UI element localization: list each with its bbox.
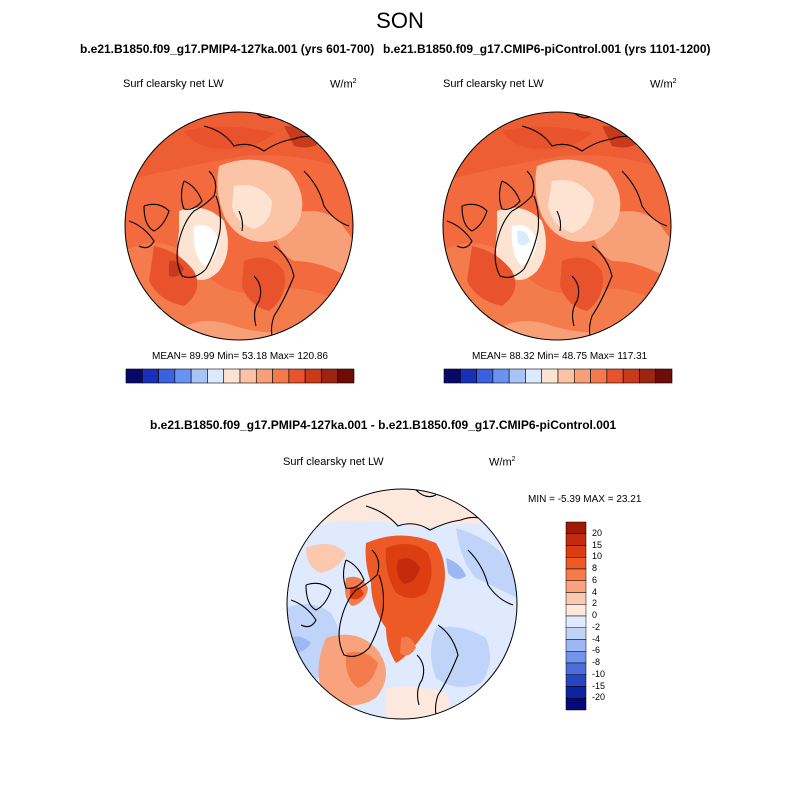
colorbar-swatch — [565, 568, 587, 581]
colorbar-swatch — [541, 368, 559, 384]
colorbar-swatch — [158, 368, 176, 384]
colorbar-tick-label: -2 — [592, 621, 601, 632]
colorbar-tick-label: -10 — [592, 668, 606, 679]
panel-left-stats: MEAN= 89.99 Min= 53.18 Max= 120.86 — [152, 351, 328, 362]
colorbar-swatch — [141, 368, 159, 384]
panel-right-case-title: b.e21.B1850.f09_g17.CMIP6-piControl.001 … — [383, 42, 711, 56]
panel-diff-polar-map — [286, 488, 518, 720]
colorbar-swatch — [125, 368, 143, 384]
colorbar-tick-label: -6 — [592, 645, 601, 656]
colorbar-tick-label: 2 — [592, 598, 598, 609]
colorbar-swatch — [492, 368, 510, 384]
colorbar-tick-label: 20 — [592, 527, 603, 538]
colorbar-swatch — [565, 557, 587, 570]
colorbar-swatch — [321, 368, 339, 384]
colorbar-swatch — [565, 533, 587, 546]
colorbar-tick-label: 15 — [592, 539, 603, 550]
figure-title: SON — [376, 8, 424, 33]
colorbar-swatch — [573, 368, 591, 384]
colorbar-swatch — [565, 651, 587, 664]
colorbar-swatch — [565, 521, 587, 534]
colorbar-tick-label: -15 — [592, 680, 606, 691]
colorbar-swatch — [476, 368, 494, 384]
colorbar-swatch — [565, 627, 587, 640]
colorbar-swatch — [223, 368, 241, 384]
panel-left-variable: Surf clearsky net LW — [123, 78, 224, 90]
colorbar-swatch — [565, 615, 587, 628]
colorbar-swatch — [565, 662, 587, 675]
colorbar-swatch — [622, 368, 640, 384]
panel-right-colorbar — [443, 368, 673, 384]
colorbar-swatch — [207, 368, 225, 384]
panel-right-units: W/m2 — [650, 78, 677, 91]
colorbar-swatch — [565, 604, 587, 617]
colorbar-swatch — [459, 368, 477, 384]
panel-diff-colorbar-labels: 20 15 10 8 6 4 2 0 -2 -4 -6 -8 -10 -15 -20 — [592, 522, 622, 710]
panel-right-colorbar-labels — [444, 386, 672, 398]
colorbar-swatch — [655, 368, 673, 384]
diff-title: b.e21.B1850.f09_g17.PMIP4-127ka.001 - b.… — [150, 418, 617, 432]
panel-left-polar-map — [124, 111, 354, 341]
colorbar-swatch — [337, 368, 355, 384]
panel-left-colorbar-labels — [126, 386, 354, 398]
panel-right-stats: MEAN= 88.32 Min= 48.75 Max= 117.31 — [472, 351, 648, 362]
panel-left-units: W/m2 — [330, 78, 357, 91]
colorbar-swatch — [565, 580, 587, 593]
panel-left-colorbar — [125, 368, 355, 384]
colorbar-swatch — [255, 368, 273, 384]
panel-diff-stats: MIN = -5.39 MAX = 23.21 — [528, 494, 642, 505]
colorbar-swatch — [565, 674, 587, 687]
colorbar-tick-label: 8 — [592, 563, 598, 573]
colorbar-swatch — [565, 698, 587, 711]
colorbar-swatch — [239, 368, 257, 384]
panel-right-polar-map — [442, 111, 672, 341]
colorbar-swatch — [565, 686, 587, 699]
colorbar-swatch — [565, 639, 587, 652]
colorbar-tick-label: 6 — [592, 574, 598, 585]
panel-diff-variable: Surf clearsky net LW — [283, 456, 384, 468]
colorbar-swatch — [525, 368, 543, 384]
colorbar-swatch — [190, 368, 208, 384]
colorbar-swatch — [565, 592, 587, 605]
colorbar-swatch — [565, 545, 587, 558]
colorbar-tick-label: 4 — [592, 586, 598, 597]
colorbar-swatch — [639, 368, 657, 384]
colorbar-swatch — [174, 368, 192, 384]
colorbar-swatch — [443, 368, 461, 384]
colorbar-swatch — [557, 368, 575, 384]
panel-diff-colorbar — [565, 521, 587, 711]
colorbar-swatch — [288, 368, 306, 384]
panel-diff-units: W/m2 — [489, 456, 516, 469]
colorbar-swatch — [304, 368, 322, 384]
colorbar-tick-label: -20 — [592, 692, 606, 703]
panel-left-case-title: b.e21.B1850.f09_g17.PMIP4-127ka.001 (yrs… — [80, 42, 375, 56]
colorbar-swatch — [606, 368, 624, 384]
colorbar-swatch — [272, 368, 290, 384]
colorbar-swatch — [590, 368, 608, 384]
colorbar-tick-label: -4 — [592, 633, 601, 644]
colorbar-tick-label: 0 — [592, 610, 598, 620]
panel-right-variable: Surf clearsky net LW — [443, 78, 544, 90]
colorbar-swatch — [508, 368, 526, 384]
colorbar-tick-label: -8 — [592, 657, 601, 667]
colorbar-tick-label: 10 — [592, 551, 603, 562]
